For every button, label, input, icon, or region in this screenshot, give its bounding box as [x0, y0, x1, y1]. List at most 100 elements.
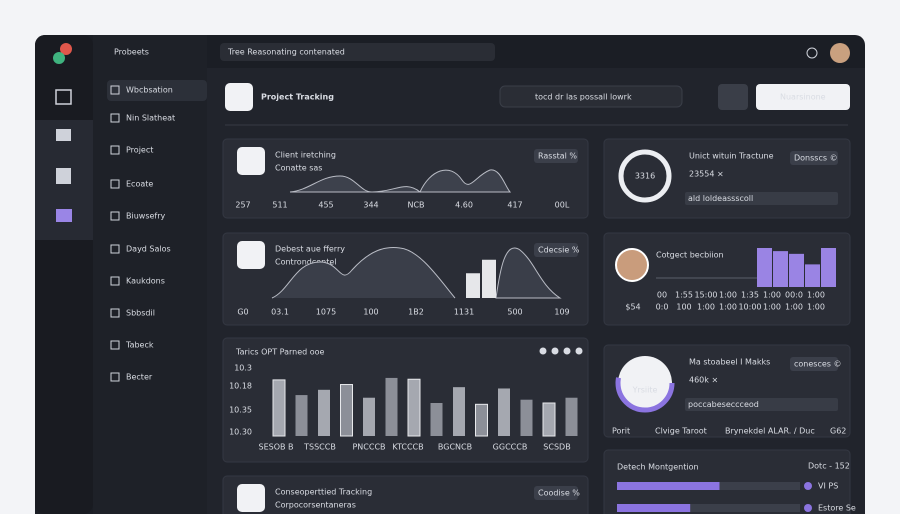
badge-label: conesces ©: [794, 360, 841, 369]
bar: [295, 395, 308, 436]
axis-label: 1:35: [741, 291, 759, 300]
card-title: Detech Montgention: [617, 463, 699, 472]
nav-icon: [110, 113, 120, 123]
axis-label: NCB: [407, 201, 424, 210]
axis-label: 00L: [555, 201, 570, 210]
bar: [789, 253, 804, 287]
bar: [407, 378, 421, 437]
card: [222, 138, 589, 219]
nav-icon: [110, 276, 120, 286]
nav-item: Sbbsdil: [126, 309, 155, 318]
card-title: Cotgect becbiion: [656, 251, 724, 260]
nav-icon: [110, 85, 120, 95]
card-icon: [237, 484, 265, 512]
axis-label: 1:00: [719, 303, 737, 312]
nav-item: Biuwsefry: [126, 212, 166, 221]
nav-icon: [110, 179, 120, 189]
rail-icon[interactable]: [56, 168, 71, 184]
row-label: VI PS: [818, 482, 838, 491]
bar: [430, 403, 443, 436]
axis-label: 511: [272, 201, 287, 210]
menu-dot[interactable]: [563, 347, 571, 355]
rail-icon[interactable]: [56, 209, 72, 222]
badge[interactable]: [790, 357, 838, 371]
axis-label: 455: [318, 201, 333, 210]
card: [222, 337, 589, 463]
icon-button[interactable]: [718, 84, 748, 110]
area-curve: [271, 247, 562, 299]
card-title: Debest aue fferry: [275, 245, 345, 254]
y-axis-label: 10.18: [229, 382, 252, 391]
button-label: Nuarsinone: [780, 93, 826, 102]
card-subtitle: Conatte sas: [275, 164, 322, 173]
menu-dot[interactable]: [551, 347, 559, 355]
badge[interactable]: [534, 486, 578, 500]
axis-label: 10:00: [738, 303, 761, 312]
y-axis-label: 10.3: [234, 364, 252, 373]
badge-label: Coodise %: [538, 489, 580, 498]
axis-label: 1:55: [675, 291, 693, 300]
progress-track: [617, 504, 800, 512]
axis-label: 344: [363, 201, 378, 210]
menu-dot[interactable]: [575, 347, 583, 355]
card-subtitle: Controndcontel: [275, 258, 337, 267]
nav-icon: [110, 340, 120, 350]
progress-fill: [617, 504, 691, 512]
bar: [272, 379, 286, 437]
axis-label: BGCNCB: [438, 443, 472, 452]
header-search[interactable]: [499, 85, 683, 108]
card-value: 460k ×: [689, 376, 718, 385]
settings-icon[interactable]: [806, 47, 818, 59]
icon-rail: [35, 35, 93, 514]
user-avatar[interactable]: [830, 43, 850, 63]
bar: [757, 248, 772, 287]
axis-label: 500: [507, 308, 522, 317]
input-text: ald loldeassscoll: [688, 194, 753, 203]
y-axis-label: 10.35: [229, 406, 252, 415]
logo-dot: [60, 43, 72, 55]
footer-label: Clvige Taroot: [655, 427, 707, 436]
header-title: Project Tracking: [261, 93, 334, 102]
footer-label: Porit: [612, 427, 630, 436]
bar: [466, 273, 480, 298]
badge[interactable]: [534, 243, 578, 257]
menu-dot[interactable]: [539, 347, 547, 355]
card-title: Tarics OPT Parned ooe: [235, 348, 325, 357]
axis-label: PNCCCB: [352, 443, 385, 452]
badge[interactable]: [534, 149, 578, 163]
badge-label: Rasstal %: [538, 152, 577, 161]
badge[interactable]: [790, 151, 838, 165]
bar: [773, 251, 788, 287]
footer-label: Brynekdel ALAR. / Duc: [725, 427, 815, 436]
bar: [542, 402, 556, 437]
avatar: [615, 248, 649, 282]
card-icon: [237, 241, 265, 269]
bar: [453, 387, 465, 436]
nav-icon: [110, 145, 120, 155]
axis-label: 1:00: [697, 303, 715, 312]
axis-label: 1075: [316, 308, 336, 317]
header-search-text: tocd dr las possall lowrk: [535, 93, 632, 102]
nav-item: Nin Slatheat: [126, 114, 175, 123]
axis-label: 100: [676, 303, 691, 312]
nav-icon: [110, 372, 120, 382]
rail-icon[interactable]: [55, 89, 72, 105]
bar: [482, 259, 496, 298]
rail-icon[interactable]: [56, 129, 71, 141]
primary-button[interactable]: [756, 84, 850, 110]
axis-label: TSSCCB: [303, 443, 336, 452]
axis-label: 4.60: [455, 201, 473, 210]
card-icon: [237, 147, 265, 175]
card-title: Ma stoabeel I Makks: [689, 358, 770, 367]
top-search-text: Tree Reasonating contenated: [227, 48, 345, 57]
badge-label: Cdecsie %: [538, 246, 580, 255]
card-value: 23554 ×: [689, 170, 724, 179]
nav-item: Ecoate: [126, 180, 153, 189]
footer-label: G62: [830, 427, 846, 436]
bar: [363, 397, 375, 436]
top-search[interactable]: [220, 43, 495, 61]
input[interactable]: [685, 398, 838, 411]
axis-label: G0: [237, 308, 248, 317]
axis-label: 0:0: [656, 303, 669, 312]
input[interactable]: [685, 192, 838, 205]
